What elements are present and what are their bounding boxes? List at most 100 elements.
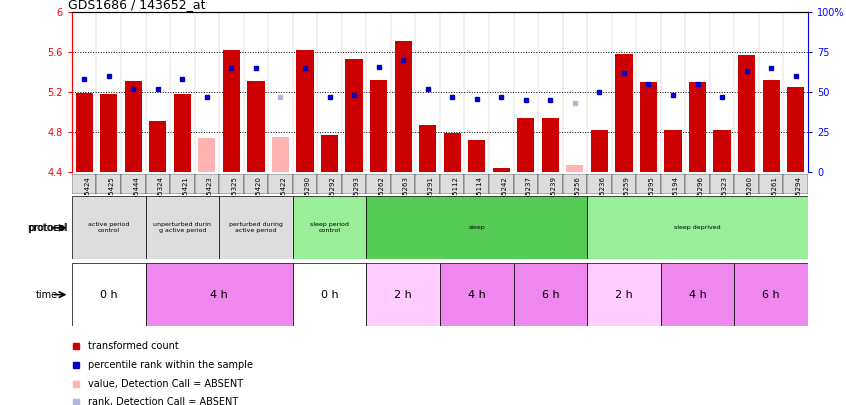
Text: GSM95422: GSM95422 [280,176,287,213]
Bar [538,174,563,194]
Text: GSM95425: GSM95425 [108,176,115,213]
Bar [247,81,265,172]
Bar [146,263,293,326]
Text: 4 h: 4 h [468,290,486,300]
Bar [296,50,314,172]
Bar [566,165,584,172]
Bar [591,130,608,172]
Text: GSM95194: GSM95194 [673,176,679,214]
Text: GSM95112: GSM95112 [452,176,459,214]
Bar [293,174,317,194]
Bar [317,174,342,194]
Text: GSM95423: GSM95423 [206,176,213,214]
Bar [689,82,706,172]
Bar [366,196,587,259]
Text: GSM95293: GSM95293 [354,176,360,214]
Bar [541,118,559,172]
Bar [72,174,96,194]
Bar [440,263,514,326]
Bar [149,121,167,172]
Text: GSM95323: GSM95323 [722,176,728,214]
Bar [195,174,219,194]
Bar [366,174,391,194]
Bar [321,135,338,172]
Bar [170,174,195,194]
Bar [268,174,293,194]
Text: GSM95291: GSM95291 [427,176,434,214]
Text: GSM95444: GSM95444 [133,176,140,213]
Text: GSM95237: GSM95237 [525,176,532,214]
Bar [366,263,440,326]
Bar [72,263,146,326]
Text: 0 h: 0 h [321,290,338,300]
Bar [464,174,489,194]
Text: GSM95424: GSM95424 [84,176,91,213]
Bar [124,81,142,172]
Bar [787,87,805,172]
Text: GSM95261: GSM95261 [772,176,777,214]
Bar [272,137,289,172]
Text: unperturbed durin
g active period: unperturbed durin g active period [153,222,212,233]
Text: 4 h: 4 h [689,290,706,300]
Bar [587,174,612,194]
Text: GSM95296: GSM95296 [697,176,704,214]
Bar [615,54,633,172]
Text: sleep: sleep [469,225,485,230]
Bar [759,174,783,194]
Text: GSM95236: GSM95236 [599,176,606,214]
Bar [738,55,755,172]
Text: GDS1686 / 143652_at: GDS1686 / 143652_at [69,0,206,11]
Text: 2 h: 2 h [394,290,412,300]
Text: GSM95294: GSM95294 [795,176,802,214]
Text: GSM95292: GSM95292 [329,176,336,214]
Bar [146,196,219,259]
Bar [415,174,440,194]
Bar [345,59,363,172]
Text: GSM95290: GSM95290 [305,176,311,214]
Text: 6 h: 6 h [762,290,780,300]
Text: 4 h: 4 h [211,290,228,300]
Bar [640,82,657,172]
Text: GSM95421: GSM95421 [182,176,189,214]
Text: 0 h: 0 h [100,290,118,300]
Bar [514,174,538,194]
Bar [443,133,461,172]
Bar [440,174,464,194]
Bar [370,80,387,172]
Bar [710,174,734,194]
Text: rank, Detection Call = ABSENT: rank, Detection Call = ABSENT [88,397,239,405]
Bar [293,196,366,259]
Text: 6 h: 6 h [541,290,559,300]
Text: GSM95259: GSM95259 [624,176,630,214]
Bar [489,174,514,194]
Bar [734,174,759,194]
Text: GSM95260: GSM95260 [746,176,753,214]
Bar [219,174,244,194]
Bar [394,41,412,172]
Bar [222,50,240,172]
Text: transformed count: transformed count [88,341,179,352]
Bar [75,93,93,172]
Text: GSM95239: GSM95239 [550,176,557,214]
Bar [468,140,486,172]
Bar [419,125,437,172]
Bar [661,263,734,326]
Text: GSM95256: GSM95256 [575,176,581,214]
Text: percentile rank within the sample: percentile rank within the sample [88,360,253,370]
Bar [685,174,710,194]
Text: GSM95263: GSM95263 [403,176,409,214]
Bar [492,168,510,172]
Text: GSM95324: GSM95324 [157,176,164,214]
Text: protocol: protocol [28,223,68,233]
Bar [173,94,191,172]
Bar [342,174,366,194]
Text: time: time [36,290,58,300]
Bar [612,174,636,194]
Bar [391,174,415,194]
Text: value, Detection Call = ABSENT: value, Detection Call = ABSENT [88,379,244,389]
Text: GSM95295: GSM95295 [648,176,655,214]
Text: active period
control: active period control [88,222,129,233]
Bar [783,174,808,194]
Bar [734,263,808,326]
Text: perturbed during
active period: perturbed during active period [229,222,283,233]
